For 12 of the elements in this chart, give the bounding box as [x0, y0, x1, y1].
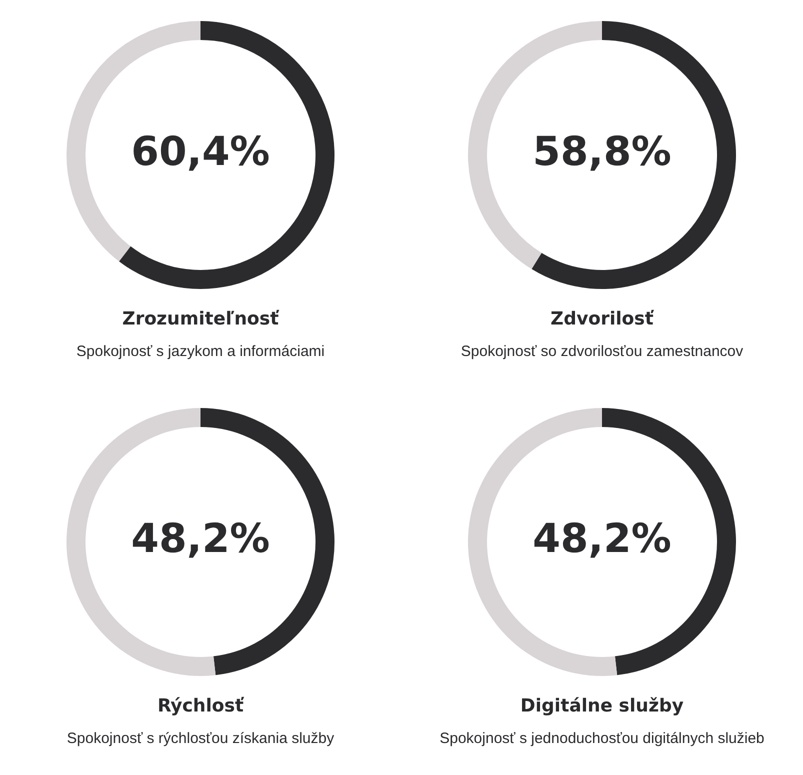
text: Rýchlosť [157, 696, 245, 716]
text: Spokojnosť s rýchlosťou získania služby [66, 730, 335, 747]
text: Spokojnosť s jazykom a informáciami [76, 343, 325, 360]
text: Zrozumiteľnosť [122, 308, 280, 330]
text: Digitálne služby [520, 696, 684, 716]
text: 48,2% [131, 516, 270, 562]
text: 58,8% [532, 129, 672, 175]
text: 48,2% [532, 516, 672, 562]
text: Spokojnosť s jednoduchosťou digitálnych služieb [440, 730, 764, 747]
text: Zdvorilosť [550, 308, 655, 330]
text: Spokojnosť so zdvorilosťou zamestnancov [460, 343, 744, 360]
text: 60,4% [131, 129, 270, 175]
